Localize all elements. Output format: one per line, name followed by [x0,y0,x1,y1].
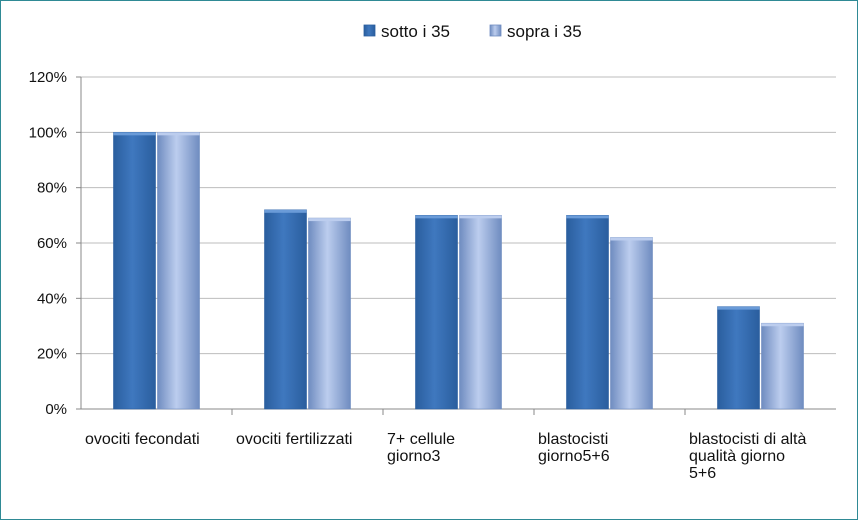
bar-cap [415,215,458,219]
category-label: ovociti fertilizzati [236,431,352,448]
gridlines [81,76,836,355]
bar-cap [308,218,351,222]
y-tick-label: 100% [29,124,67,141]
bar-cap [566,215,609,219]
bar-cap [610,237,653,241]
bar-sopra-1 [308,217,351,410]
category-label: blastocisti giorno5+6 [538,431,610,465]
category-label: blastocisti di altà qualità giorno 5+6 [689,431,806,482]
bar-sotto-2 [415,215,458,410]
legend-label-0: sotto i 35 [381,22,450,41]
legend-swatch-1 [489,24,502,37]
y-tick-label: 0% [45,401,67,418]
y-tick-label: 120% [29,69,67,86]
bar-cap [113,132,156,136]
y-tick-label: 40% [37,290,67,307]
bar-sotto-3 [566,215,609,410]
bar-sopra-4 [761,322,804,410]
y-tick-labels: 0% 20% 40% 60% 80% 100% 120% [29,69,67,418]
bar-sopra-2 [459,215,502,410]
bar-sotto-1 [264,209,307,410]
bar-sopra-0 [157,132,200,410]
bar-cap [717,306,760,310]
bar-cap [459,215,502,219]
legend-swatch-0 [363,24,376,37]
legend-label-1: sopra i 35 [507,22,582,41]
bar-cap [157,132,200,136]
bar-cap [264,209,307,213]
category-labels: ovociti fecondati ovociti fertilizzati 7+ … [85,431,806,482]
bar-cap [761,323,804,327]
y-tick-label: 60% [37,235,67,252]
bar-sotto-0 [113,132,156,410]
bars [113,132,804,410]
y-tick-label: 20% [37,346,67,363]
category-label: ovociti fecondati [85,431,200,448]
legend: sotto i 35 sopra i 35 [363,22,582,41]
y-tick-label: 80% [37,180,67,197]
axes [76,76,836,415]
category-label: 7+ cellule giorno3 [387,431,455,465]
bar-sopra-3 [610,237,653,410]
bar-sotto-4 [717,306,760,410]
